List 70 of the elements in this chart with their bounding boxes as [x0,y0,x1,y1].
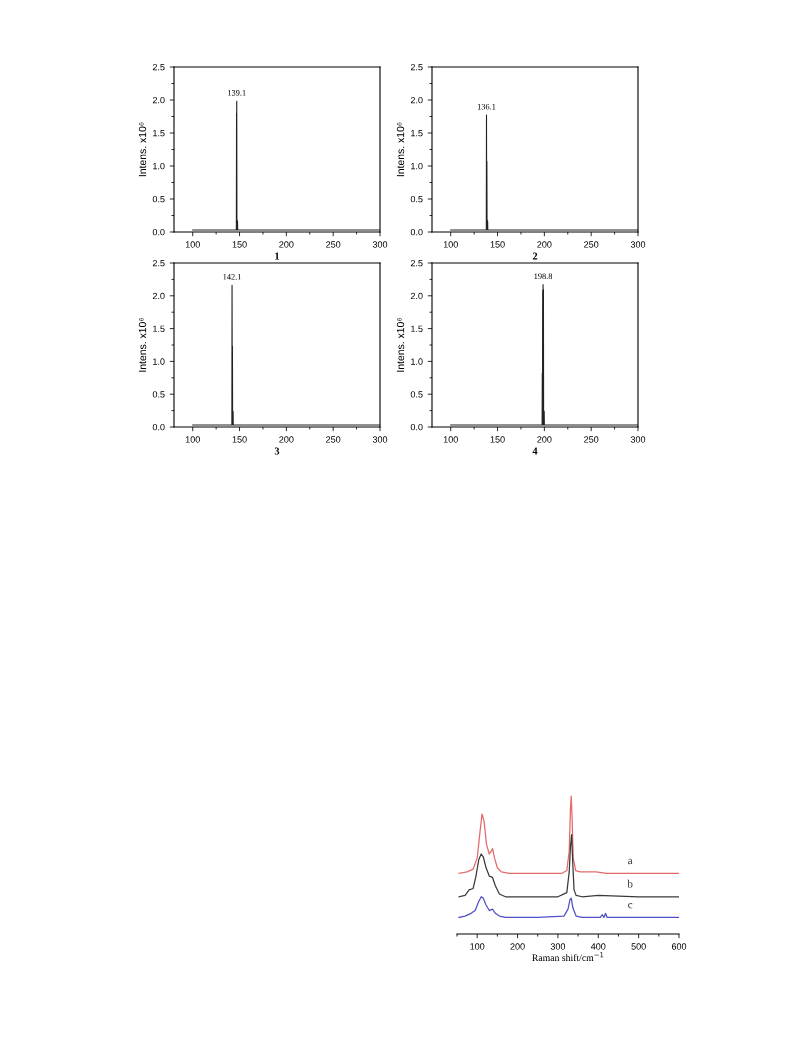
x-tick-label: 150 [232,436,247,443]
x-axis-title: Raman shift/cm$^{−1}$ [532,952,604,962]
y-tick-label: 0.5 [152,195,165,203]
x-axis-title: 4 [532,447,538,455]
x-tick-label: 300 [630,436,646,443]
x-tick-label: 150 [490,241,505,248]
line-series [450,114,638,231]
y-tick-label: 2.5 [410,63,423,71]
line-series [192,284,380,426]
x-tick-label: 200 [279,241,294,248]
y-axis-title: Intens. x10⁶ [138,317,147,372]
y-tick-label: 0.0 [152,423,165,431]
y-tick-label: 2.5 [152,259,165,267]
x-tick-label: 300 [550,943,566,950]
y-tick-label: 2.5 [410,259,423,267]
annotation: 198.8 [534,273,553,280]
x-tick-label: 200 [279,436,294,443]
y-axis-title: Intens. x10⁶ [138,122,147,177]
y-tick-label: 2.0 [152,96,165,104]
y-tick-label: 1.5 [411,325,423,332]
x-tick-label: 300 [372,241,388,248]
x-tick-label: 300 [372,436,388,443]
y-axis-title: Intens. x10⁶ [396,317,405,372]
x-tick-label: 400 [590,943,606,950]
y-tick-label: 1.0 [411,162,423,170]
x-tick-label: 200 [537,241,552,248]
series-label: b [627,879,633,888]
x-tick-label: 250 [326,241,341,248]
x-tick-label: 600 [671,943,687,950]
series-label: a [628,858,633,865]
series-label: c [628,902,633,909]
y-tick-label: 1.0 [411,358,423,365]
x-tick-label: 200 [537,436,552,443]
annotation: 142.1 [223,274,241,280]
x-tick-label: 100 [185,241,200,248]
x-tick-label: 250 [326,436,341,443]
x-tick-label: 300 [630,241,646,248]
x-axis-title: 3 [274,447,280,455]
x-tick-label: 100 [470,943,485,950]
x-tick-label: 200 [510,943,525,950]
x-tick-label: 100 [443,436,458,443]
x-tick-label: 100 [443,241,458,248]
y-tick-label: 0.5 [152,391,165,398]
y-tick-label: 0.0 [410,228,423,236]
y-tick-label: 2.5 [152,63,165,71]
x-tick-label: 250 [584,436,599,443]
y-tick-label: 0.5 [410,391,423,398]
y-tick-label: 2.0 [410,292,423,300]
y-axis-title: Intens. x10⁶ [396,122,405,177]
x-axis-title: 2 [532,252,538,260]
x-tick-label: 150 [232,241,247,248]
line-series [192,100,380,231]
y-tick-label: 2.0 [410,96,423,104]
annotation: 136.1 [477,103,496,110]
x-tick-label: 500 [631,943,646,950]
y-tick-label: 1.5 [411,130,423,137]
y-tick-label: 1.0 [153,162,165,170]
y-tick-label: 1.5 [153,325,165,332]
x-axis-title: 1 [275,252,280,260]
y-tick-label: 2.0 [152,292,165,300]
annotation: 139.1 [228,90,246,96]
x-tick-label: 250 [584,241,599,248]
y-tick-label: 1.0 [153,358,165,365]
line-series [450,284,638,426]
y-tick-label: 0.5 [410,195,423,203]
y-tick-label: 0.0 [152,228,165,236]
y-tick-label: 1.5 [153,130,165,137]
x-tick-label: 100 [185,436,200,443]
x-tick-label: 150 [490,436,505,443]
y-tick-label: 0.0 [410,423,423,431]
